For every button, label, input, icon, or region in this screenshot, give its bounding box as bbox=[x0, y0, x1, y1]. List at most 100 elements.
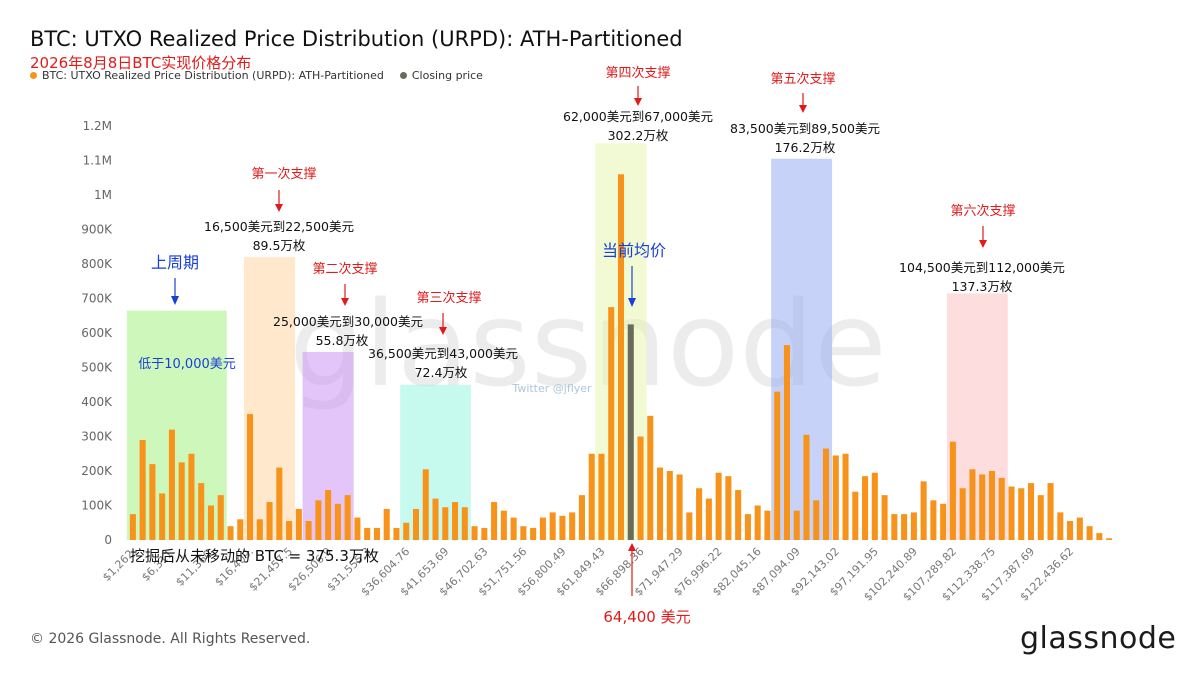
bar bbox=[198, 483, 205, 540]
legend: BTC: UTXO Realized Price Distribution (U… bbox=[30, 69, 483, 82]
bar bbox=[598, 453, 605, 540]
support-band-7 bbox=[946, 293, 1008, 540]
bar bbox=[793, 510, 800, 540]
bar bbox=[188, 453, 195, 540]
bar bbox=[393, 527, 400, 540]
bar bbox=[862, 476, 869, 540]
bar bbox=[637, 436, 644, 540]
bar bbox=[1067, 521, 1074, 540]
bar bbox=[461, 507, 468, 540]
y-axis: 0 100K 200K 300K 400K 500K 600K 700K 800K 900K 1M 1… bbox=[81, 119, 113, 547]
support4-arrowhead bbox=[634, 98, 642, 106]
bar bbox=[442, 507, 449, 540]
y-tick-label: 800K bbox=[81, 257, 113, 271]
bar bbox=[1106, 538, 1113, 540]
bar bbox=[676, 474, 683, 540]
bar bbox=[588, 453, 595, 540]
bar bbox=[149, 464, 156, 540]
bar bbox=[510, 517, 517, 540]
bar bbox=[549, 512, 556, 540]
bar bbox=[608, 307, 615, 540]
bar bbox=[481, 527, 488, 540]
bar bbox=[871, 472, 878, 540]
bar bbox=[1037, 495, 1044, 540]
current-avg-arrowhead bbox=[628, 298, 636, 307]
unmoved-note: 挖掘后从未移动的 BTC = 375.3万枚 bbox=[130, 547, 379, 565]
closing-price-bar bbox=[627, 324, 634, 540]
y-tick-label: 200K bbox=[81, 464, 113, 478]
support5-amount: 176.2万枚 bbox=[775, 140, 836, 155]
bar bbox=[617, 174, 625, 541]
bar bbox=[159, 493, 166, 540]
legend-item-closing[interactable]: Closing price bbox=[399, 69, 483, 82]
y-tick-label: 100K bbox=[81, 499, 113, 513]
bar bbox=[930, 500, 937, 540]
support4-amount: 302.2万枚 bbox=[608, 128, 669, 143]
bar bbox=[452, 502, 459, 540]
support2-title: 第二次支撑 bbox=[312, 261, 377, 277]
support4-title: 第四次支撑 bbox=[605, 65, 670, 81]
bar bbox=[901, 514, 908, 540]
bar bbox=[881, 495, 888, 540]
bar bbox=[891, 514, 898, 540]
bar bbox=[1057, 512, 1064, 540]
bar bbox=[783, 345, 790, 540]
bar bbox=[1076, 517, 1083, 540]
bar bbox=[696, 488, 703, 540]
bar bbox=[735, 489, 742, 540]
bar bbox=[715, 472, 722, 540]
support4-range: 62,000美元到67,000美元 bbox=[563, 109, 713, 124]
support6-title: 第六次支撑 bbox=[950, 203, 1015, 219]
bar bbox=[364, 527, 371, 540]
bar bbox=[1018, 488, 1025, 540]
bar bbox=[530, 527, 537, 540]
support1-amount: 89.5万枚 bbox=[253, 238, 306, 253]
support1-arrowhead bbox=[275, 204, 283, 212]
y-tick-label: 1.2M bbox=[83, 119, 112, 133]
previous-cycle-arrowhead bbox=[171, 296, 179, 305]
bar bbox=[403, 522, 410, 540]
bar bbox=[832, 455, 839, 540]
bar bbox=[129, 514, 136, 540]
bar bbox=[237, 519, 244, 540]
bar bbox=[705, 498, 712, 540]
bar bbox=[520, 526, 527, 540]
bar bbox=[686, 512, 693, 540]
closing-price-label: 64,400 美元 bbox=[603, 608, 690, 626]
annotations: 上周期 低于10,000美元 第一次支撑 16,500美元到22,500美元 8… bbox=[130, 65, 1065, 626]
support-band-6 bbox=[771, 158, 833, 540]
y-tick-label: 400K bbox=[81, 395, 113, 409]
bar bbox=[491, 502, 498, 540]
y-tick-label: 300K bbox=[81, 430, 113, 444]
bar bbox=[920, 481, 927, 540]
support3-range: 36,500美元到43,000美元 bbox=[368, 346, 518, 361]
bar bbox=[774, 391, 781, 540]
bar bbox=[666, 471, 673, 540]
bar bbox=[432, 498, 439, 540]
bar bbox=[998, 477, 1005, 540]
bar bbox=[754, 505, 761, 540]
support2-arrowhead bbox=[341, 298, 349, 306]
y-tick-label: 0 bbox=[104, 533, 112, 547]
bar bbox=[803, 434, 810, 540]
bars bbox=[129, 174, 1113, 541]
bar bbox=[256, 519, 263, 540]
bar bbox=[813, 500, 820, 540]
bar bbox=[949, 441, 956, 540]
bar bbox=[334, 503, 341, 540]
bar bbox=[305, 521, 312, 540]
bar bbox=[373, 527, 380, 540]
bar bbox=[725, 476, 732, 540]
support5-arrowhead bbox=[799, 105, 807, 113]
y-tick-label: 500K bbox=[81, 361, 113, 375]
previous-cycle-range: 低于10,000美元 bbox=[138, 357, 236, 372]
support3-amount: 72.4万枚 bbox=[415, 365, 468, 380]
legend-item-urpd[interactable]: BTC: UTXO Realized Price Distribution (U… bbox=[30, 69, 384, 82]
bar bbox=[344, 495, 351, 540]
bar bbox=[578, 495, 585, 540]
bar bbox=[168, 429, 175, 540]
bar bbox=[1027, 483, 1035, 540]
bar bbox=[657, 467, 664, 540]
